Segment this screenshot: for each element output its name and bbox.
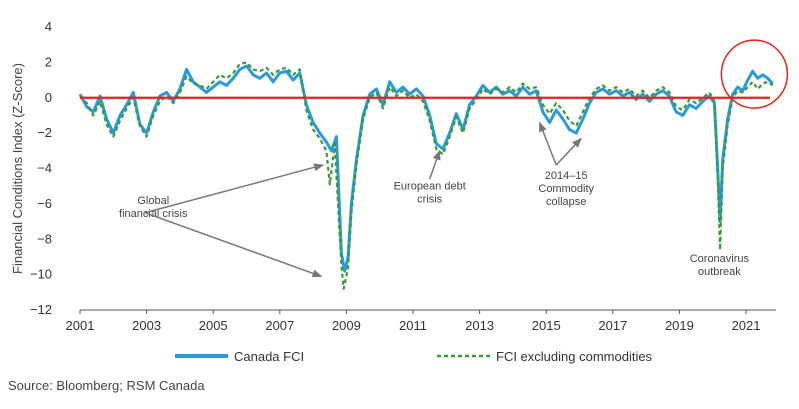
- y-tick-label: −10: [30, 267, 52, 282]
- annotation-label: financial crisis: [119, 208, 188, 220]
- annotation-label: collapse: [546, 196, 586, 208]
- x-tick-label: 2011: [399, 318, 427, 333]
- annotation-label: Coronavirus: [690, 253, 750, 265]
- highlight-ellipse: [720, 39, 789, 109]
- y-tick-label: 4: [45, 19, 52, 34]
- source-note: Source: Bloomberg; RSM Canada: [8, 378, 205, 393]
- annotation-label: crisis: [417, 194, 443, 206]
- y-tick-label: −2: [37, 125, 52, 140]
- y-tick-label: −6: [37, 196, 52, 211]
- x-tick-label: 2007: [265, 318, 294, 333]
- annotation-arrow: [144, 212, 323, 278]
- x-tick-label: 2003: [132, 318, 161, 333]
- legend-label-canada-fci: Canada FCI: [234, 349, 304, 364]
- x-tick-label: 2005: [199, 318, 228, 333]
- annotation-label: Commodity: [538, 183, 594, 195]
- annotation-arrow: [538, 121, 557, 166]
- x-tick-label: 2015: [532, 318, 561, 333]
- annotation-arrow: [555, 137, 582, 166]
- x-tick-label: 2017: [598, 318, 627, 333]
- x-tick-label: 2019: [665, 318, 694, 333]
- annotation-label: 2014–15: [545, 170, 588, 182]
- y-tick-label: −12: [30, 302, 52, 317]
- y-tick-label: 2: [45, 54, 52, 69]
- y-tick-label: −4: [37, 161, 52, 176]
- series-fci-ex-commodities-line: [79, 61, 774, 290]
- annotation-label: European debt: [394, 181, 466, 193]
- annotation-label: outbreak: [698, 266, 741, 278]
- x-tick-label: 2009: [332, 318, 361, 333]
- annotation-arrow: [144, 163, 325, 214]
- y-tick-label: −8: [37, 231, 52, 246]
- x-tick-label: 2013: [465, 318, 494, 333]
- legend-label-fci-ex-commodities: FCI excluding commodities: [496, 349, 653, 364]
- y-tick-label: 0: [45, 90, 52, 105]
- annotation-arrow: [428, 149, 441, 180]
- y-axis-label: Financial Conditions Index (Z-Score): [10, 63, 25, 274]
- x-tick-label: 2021: [732, 318, 761, 333]
- series-canada-fci-line: [78, 64, 774, 273]
- annotation-label: Global: [137, 195, 169, 207]
- x-tick-label: 2001: [66, 318, 95, 333]
